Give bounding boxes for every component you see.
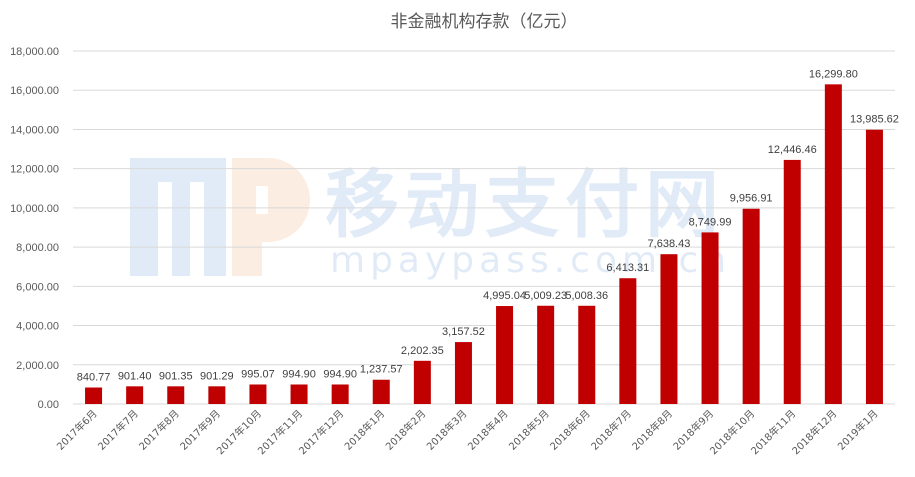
- data-label: 4,995.04: [483, 290, 526, 302]
- bar: [208, 386, 226, 404]
- bar: [660, 254, 678, 404]
- data-labels: 840.77 901.40 901.35 901.29 995.07 994.90 994.…: [77, 68, 899, 383]
- bar: [537, 305, 555, 404]
- data-label: 994.90: [282, 368, 316, 380]
- data-label: 12,446.46: [768, 144, 817, 156]
- y-tick-label: 2,000.00: [16, 360, 59, 372]
- data-label: 7,638.43: [648, 238, 691, 250]
- x-tick-label: 2018年2月: [383, 407, 429, 453]
- bar: [290, 384, 308, 404]
- y-tick-label: 4,000.00: [16, 321, 59, 333]
- data-label: 901.40: [118, 370, 152, 382]
- data-label: 8,749.99: [689, 216, 732, 228]
- y-axis: 0.00 2,000.00 4,000.00 6,000.00 8,000.00 10,0…: [10, 46, 59, 411]
- bar: [167, 386, 185, 404]
- bar: [372, 379, 390, 404]
- y-tick-label: 16,000.00: [10, 85, 59, 97]
- bar: [742, 208, 760, 404]
- y-tick-label: 14,000.00: [10, 124, 59, 136]
- y-tick-label: 12,000.00: [10, 164, 59, 176]
- x-tick-label: 2018年4月: [465, 407, 511, 453]
- bar: [331, 384, 349, 404]
- bar: [619, 278, 637, 404]
- x-tick-label: 2018年1月: [342, 407, 388, 453]
- x-tick-label: 2017年8月: [136, 407, 182, 453]
- x-tick-label: 2018年7月: [588, 407, 634, 453]
- x-tick-label: 2018年3月: [424, 407, 470, 453]
- watermark-logo-icon: [130, 158, 310, 276]
- bar: [454, 342, 472, 404]
- bar: [496, 306, 514, 404]
- x-tick-label: 2018年6月: [547, 407, 593, 453]
- data-label: 2,202.35: [401, 345, 444, 357]
- bar: [824, 84, 842, 405]
- data-label: 901.29: [200, 370, 234, 382]
- bar: [249, 384, 267, 404]
- y-tick-label: 0.00: [38, 399, 59, 411]
- data-label: 16,299.80: [809, 68, 858, 80]
- data-label: 3,157.52: [442, 326, 485, 338]
- bar: [126, 386, 144, 404]
- data-label: 840.77: [77, 372, 111, 384]
- bar: [865, 129, 883, 405]
- x-tick-label: 2017年6月: [54, 407, 100, 453]
- x-tick-label: 2018年8月: [629, 407, 675, 453]
- y-tick-label: 10,000.00: [10, 203, 59, 215]
- data-label: 995.07: [241, 368, 275, 380]
- data-label: 901.35: [159, 370, 193, 382]
- x-axis: 2017年6月2017年7月2017年8月2017年9月2017年10月2017…: [54, 407, 881, 457]
- data-label: 1,237.57: [360, 364, 403, 376]
- y-tick-label: 8,000.00: [16, 242, 59, 254]
- data-label: 6,413.31: [606, 262, 649, 274]
- bar: [578, 305, 596, 404]
- data-label: 5,008.36: [565, 290, 608, 302]
- bar: [413, 360, 431, 404]
- bar: [85, 387, 103, 404]
- data-label: 9,956.91: [730, 193, 773, 205]
- bar: [701, 232, 719, 404]
- x-tick-label: 2017年7月: [95, 407, 141, 453]
- y-tick-label: 18,000.00: [10, 46, 59, 58]
- y-tick-label: 6,000.00: [16, 281, 59, 293]
- x-tick-label: 2018年5月: [506, 407, 552, 453]
- data-label: 994.90: [323, 368, 357, 380]
- watermark-name: 移动支付网: [325, 162, 725, 248]
- bars: [85, 84, 883, 405]
- bar: [783, 159, 801, 404]
- data-label: 13,985.62: [850, 114, 899, 126]
- chart-title: 非金融机构存款（亿元）: [391, 12, 578, 32]
- x-tick-label: 2018年9月: [670, 407, 716, 453]
- x-tick-label: 2019年1月: [835, 407, 881, 453]
- x-tick-label: 2017年9月: [177, 407, 223, 453]
- data-label: 5,009.23: [524, 290, 567, 302]
